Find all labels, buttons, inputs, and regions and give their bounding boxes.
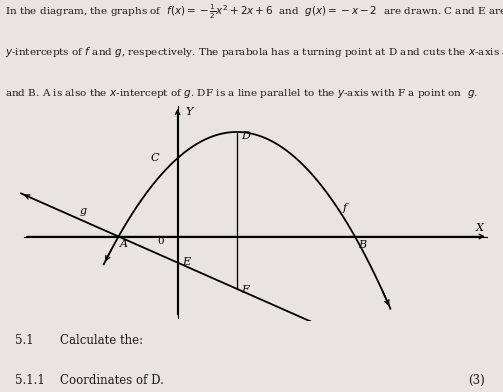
Text: E: E bbox=[182, 257, 190, 267]
Text: Coordinates of D.: Coordinates of D. bbox=[60, 374, 164, 387]
Text: (3): (3) bbox=[468, 374, 484, 387]
Text: and B. A is also the $x$-intercept of $g$. DF is a line parallel to the $y$-axis: and B. A is also the $x$-intercept of $g… bbox=[5, 87, 478, 100]
Text: $y$-intercepts of $f$ and $g$, respectively. The parabola has a turning point at: $y$-intercepts of $f$ and $g$, respectiv… bbox=[5, 45, 503, 59]
Text: Y: Y bbox=[185, 107, 192, 117]
Text: A: A bbox=[120, 239, 128, 249]
Text: Calculate the:: Calculate the: bbox=[60, 334, 143, 347]
Text: 0: 0 bbox=[157, 237, 163, 246]
Text: f: f bbox=[343, 203, 347, 213]
Text: g: g bbox=[80, 206, 87, 216]
Text: X: X bbox=[475, 223, 483, 233]
Text: 5.1: 5.1 bbox=[15, 334, 34, 347]
Text: B: B bbox=[358, 240, 366, 250]
Text: C: C bbox=[151, 153, 159, 163]
Text: 5.1.1: 5.1.1 bbox=[15, 374, 45, 387]
Text: F: F bbox=[241, 285, 249, 295]
Text: In the diagram, the graphs of  $f(x)=-\frac{1}{2}x^2+2x+6$  and  $g(x)=-x-2$  ar: In the diagram, the graphs of $f(x)=-\fr… bbox=[5, 2, 503, 21]
Text: D: D bbox=[241, 131, 250, 140]
